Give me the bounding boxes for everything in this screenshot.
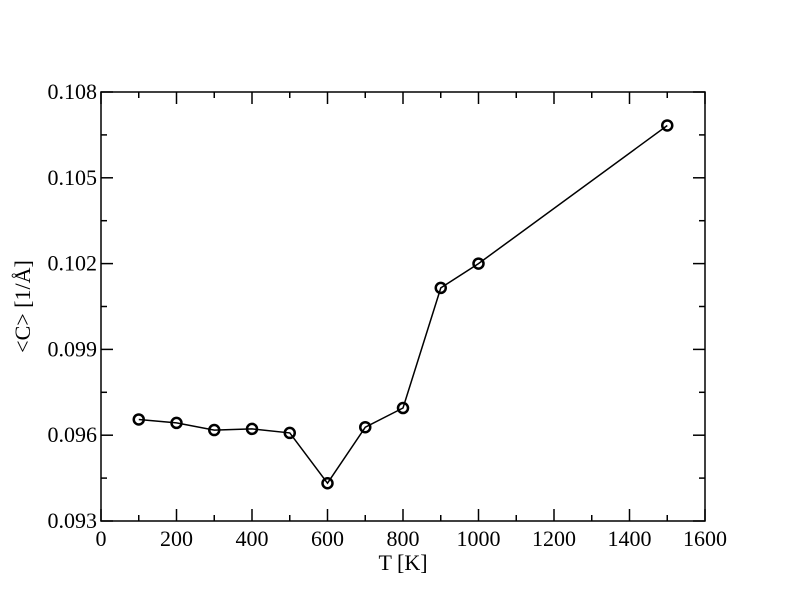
y-tick-label: 0.096 <box>48 422 98 447</box>
x-axis-ticks <box>100 92 706 521</box>
x-tick-label: 0 <box>96 526 107 551</box>
x-tick-label: 1200 <box>532 526 576 551</box>
data-point <box>208 423 221 437</box>
x-tick-label: 200 <box>160 526 193 551</box>
plot-area-frame <box>100 91 706 522</box>
data-point <box>283 426 296 440</box>
x-tick-label: 1000 <box>457 526 501 551</box>
x-tick-label: 1600 <box>683 526 727 551</box>
y-tick-label: 0.105 <box>48 165 98 190</box>
x-axis-tick-labels: 0 200 400 600 800 1000 1200 1400 1600 <box>96 526 728 551</box>
x-tick-label: 400 <box>236 526 269 551</box>
data-point <box>170 416 183 430</box>
x-tick-label: 800 <box>387 526 420 551</box>
data-point <box>321 476 334 490</box>
y-axis-tick-labels: 0.093 0.096 0.099 0.102 0.105 0.108 <box>48 79 98 533</box>
y-tick-label: 0.108 <box>48 79 98 104</box>
data-point <box>472 257 485 270</box>
x-tick-label: 1400 <box>608 526 652 551</box>
data-point <box>245 422 259 436</box>
data-point <box>396 401 410 415</box>
y-tick-label: 0.102 <box>48 251 98 276</box>
x-axis-title: T [K] <box>378 550 427 575</box>
data-point <box>132 413 145 426</box>
data-point <box>661 119 674 132</box>
data-point <box>434 281 447 295</box>
series-layer <box>132 119 674 490</box>
x-tick-label: 600 <box>311 526 344 551</box>
y-axis-title: <C> [1/Å] <box>10 260 35 353</box>
y-tick-label: 0.099 <box>48 336 98 361</box>
data-point <box>359 420 372 434</box>
y-tick-label: 0.093 <box>48 508 98 533</box>
series-line <box>138 124 668 485</box>
